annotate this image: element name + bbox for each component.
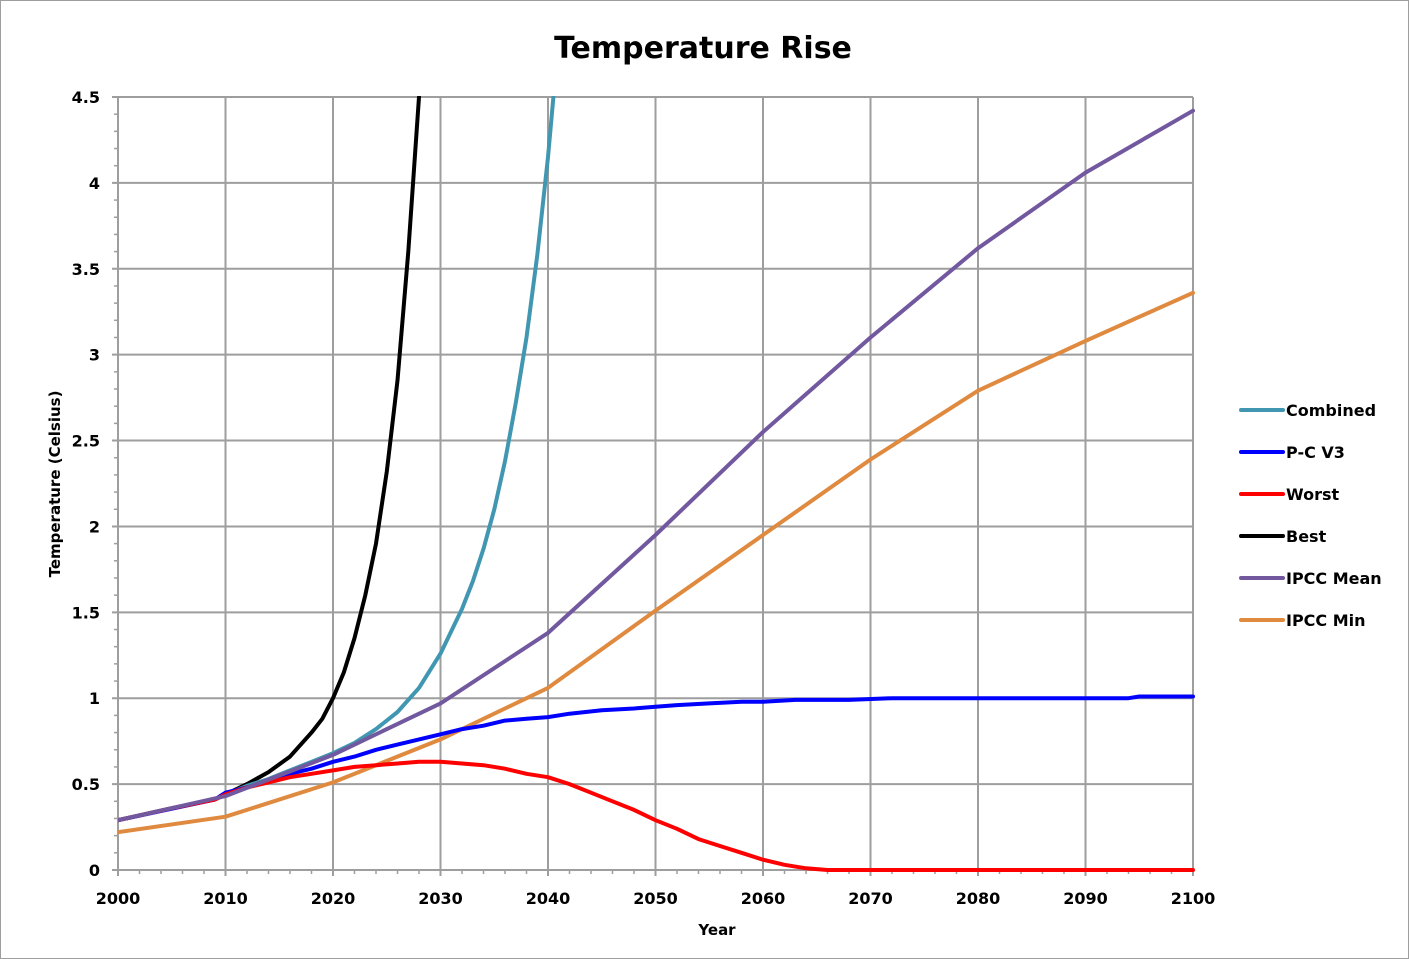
grid [112, 96, 1194, 876]
x-axis-ticks: 2000 2010 2020 2030 2040 2050 2060 2070 2080 2090… [96, 889, 1216, 908]
x-tick-label: 2090 [1063, 889, 1108, 908]
legend-label: IPCC Min [1286, 611, 1366, 630]
legend-item: Worst [1239, 485, 1339, 504]
x-tick-label: 2070 [848, 889, 893, 908]
y-tick-label: 3 [89, 346, 100, 365]
y-tick-label: 0 [89, 861, 100, 880]
legend-label: P-C V3 [1286, 443, 1345, 462]
y-axis-ticks: 0 0.5 1 1.5 2 2.5 3 3.5 4 4.5 [72, 88, 100, 880]
series-line-best [118, 96, 421, 823]
y-tick-label: 2 [89, 517, 100, 536]
x-tick-label: 2040 [526, 889, 571, 908]
y-tick-label: 2.5 [72, 432, 100, 451]
legend-item: IPCC Min [1239, 611, 1366, 630]
legend-label: Combined [1286, 401, 1376, 420]
legend-label: Best [1286, 527, 1327, 546]
y-tick-label: 3.5 [72, 260, 100, 279]
x-tick-label: 2030 [418, 889, 463, 908]
series-line-ipcc-mean [118, 108, 1195, 823]
legend-item: Combined [1239, 401, 1376, 420]
x-tick-label: 2060 [741, 889, 786, 908]
legend-label: Worst [1286, 485, 1339, 504]
y-tick-label: 4.5 [72, 88, 100, 107]
y-tick-label: 0.5 [72, 775, 100, 794]
x-tick-label: 2000 [96, 889, 141, 908]
series-line-worst [118, 759, 1195, 872]
series-lines [118, 96, 1195, 872]
legend-label: IPCC Mean [1286, 569, 1382, 588]
series-line-combined [118, 96, 556, 823]
legend-item: P-C V3 [1239, 443, 1345, 462]
legend: Combined P-C V3 Worst Best IPCC Mean IPCC Min [1239, 401, 1382, 630]
y-axis-label: Temperature (Celsius) [46, 391, 64, 578]
x-axis-label: Year [697, 921, 736, 939]
x-tick-label: 2050 [633, 889, 678, 908]
x-tick-label: 2010 [203, 889, 248, 908]
series-line-ipcc-min [118, 290, 1195, 835]
y-tick-label: 1 [89, 689, 100, 708]
chart-title: Temperature Rise [554, 31, 852, 66]
legend-item: Best [1239, 527, 1327, 546]
x-tick-label: 2080 [956, 889, 1001, 908]
x-tick-label: 2100 [1171, 889, 1216, 908]
y-tick-label: 1.5 [72, 603, 100, 622]
y-tick-label: 4 [89, 174, 100, 193]
legend-item: IPCC Mean [1239, 569, 1382, 588]
x-tick-label: 2020 [311, 889, 356, 908]
